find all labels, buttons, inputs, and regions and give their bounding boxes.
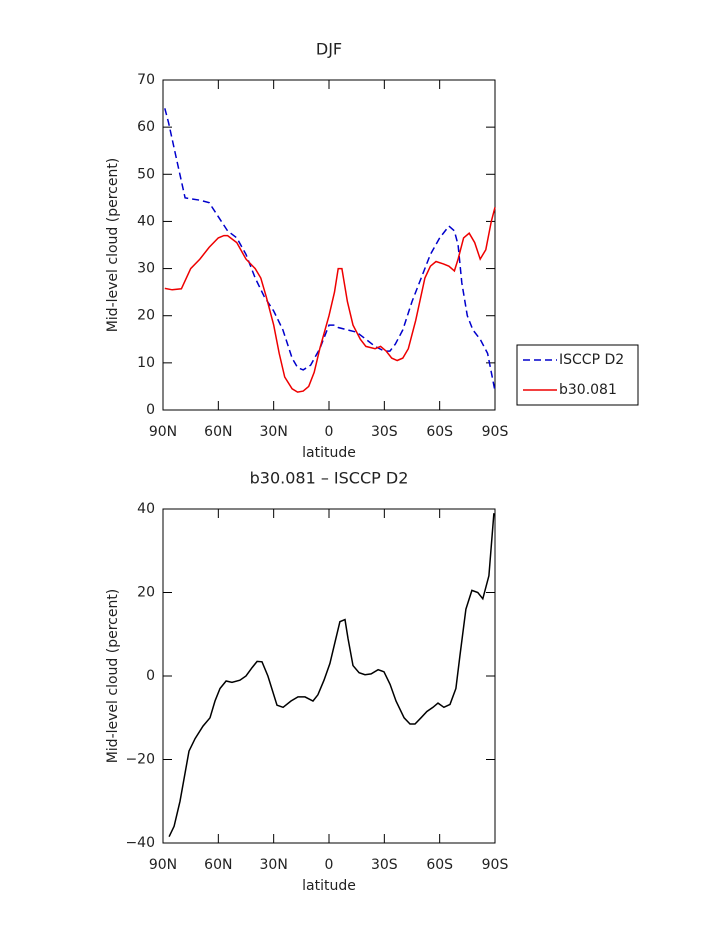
x-tick-label: 0 bbox=[325, 424, 334, 440]
chart-title: b30.081 – ISCCP D2 bbox=[250, 469, 409, 488]
x-axis-label: latitude bbox=[302, 878, 356, 894]
y-tick-label: 0 bbox=[146, 668, 155, 684]
y-tick-label: 60 bbox=[137, 119, 155, 135]
x-tick-label: 60N bbox=[204, 424, 232, 440]
x-tick-label: 30S bbox=[371, 424, 398, 440]
chart-title: DJF bbox=[316, 40, 342, 59]
plot-frame bbox=[162, 508, 496, 844]
data-line bbox=[164, 207, 496, 393]
y-tick-label: 0 bbox=[146, 402, 155, 418]
x-tick-label: 30S bbox=[371, 857, 398, 873]
y-axis-label: Mid-level cloud (percent) bbox=[105, 158, 121, 333]
data-line bbox=[168, 513, 495, 838]
x-tick-label: 90N bbox=[149, 424, 177, 440]
y-tick-label: 40 bbox=[137, 213, 155, 229]
y-axis-label: Mid-level cloud (percent) bbox=[105, 589, 121, 764]
x-axis-label: latitude bbox=[302, 445, 356, 461]
x-tick-label: 0 bbox=[325, 857, 334, 873]
y-tick-label: 20 bbox=[137, 308, 155, 324]
legend-label: b30.081 bbox=[559, 382, 617, 398]
y-tick-label: 20 bbox=[137, 585, 155, 601]
y-tick-label: 30 bbox=[137, 261, 155, 277]
x-tick-label: 60S bbox=[426, 424, 453, 440]
x-tick-label: 60S bbox=[426, 857, 453, 873]
y-tick-label: 10 bbox=[137, 355, 155, 371]
x-tick-label: 90S bbox=[482, 424, 509, 440]
y-tick-label: 40 bbox=[137, 501, 155, 517]
y-tick-label: −20 bbox=[125, 752, 155, 768]
x-tick-label: 60N bbox=[204, 857, 232, 873]
data-line bbox=[164, 108, 496, 392]
y-tick-label: 70 bbox=[137, 72, 155, 88]
x-tick-label: 90N bbox=[149, 857, 177, 873]
plot-frame bbox=[162, 79, 496, 411]
legend-box bbox=[516, 344, 639, 406]
x-tick-label: 30N bbox=[260, 857, 288, 873]
legend-label: ISCCP D2 bbox=[559, 352, 624, 368]
y-tick-label: 50 bbox=[137, 166, 155, 182]
x-tick-label: 30N bbox=[260, 424, 288, 440]
x-tick-label: 90S bbox=[482, 857, 509, 873]
y-tick-label: −40 bbox=[125, 835, 155, 851]
